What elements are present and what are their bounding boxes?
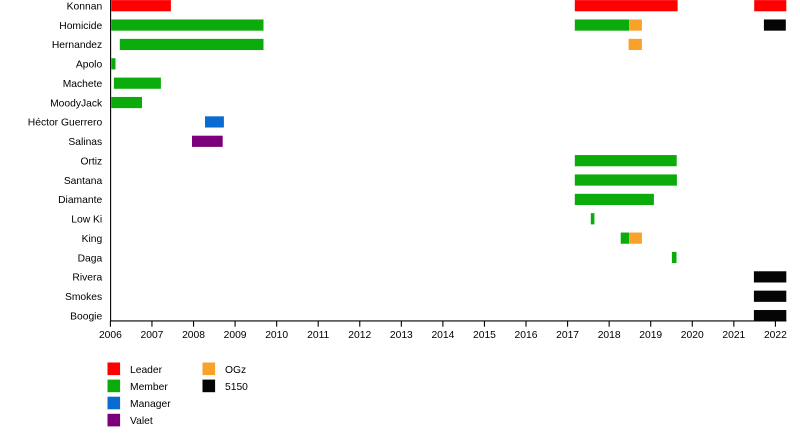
svg-text:2012: 2012 [348, 330, 371, 341]
svg-text:Héctor Guerrero: Héctor Guerrero [28, 118, 103, 129]
svg-text:2010: 2010 [265, 330, 288, 341]
svg-text:Smokes: Smokes [65, 292, 102, 303]
svg-text:2014: 2014 [431, 330, 454, 341]
svg-text:2022: 2022 [764, 330, 787, 341]
svg-text:2021: 2021 [722, 330, 745, 341]
svg-text:Manager: Manager [130, 399, 171, 410]
svg-text:Rivera: Rivera [72, 273, 102, 284]
svg-text:Santana: Santana [64, 176, 103, 187]
svg-text:Hernandez: Hernandez [52, 40, 102, 51]
svg-text:2019: 2019 [639, 330, 662, 341]
svg-text:Valet: Valet [130, 416, 153, 427]
svg-text:MoodyJack: MoodyJack [50, 98, 103, 109]
svg-text:2011: 2011 [307, 330, 329, 341]
svg-text:Homicide: Homicide [59, 21, 102, 32]
svg-text:2017: 2017 [556, 330, 579, 341]
svg-text:OGz: OGz [225, 365, 246, 376]
svg-text:Boogie: Boogie [70, 311, 102, 322]
svg-text:2009: 2009 [224, 330, 247, 341]
svg-text:2015: 2015 [473, 330, 496, 341]
svg-text:Machete: Machete [63, 79, 103, 90]
svg-text:Ortiz: Ortiz [80, 156, 102, 167]
svg-text:2007: 2007 [140, 330, 163, 341]
svg-text:Member: Member [130, 382, 168, 393]
svg-text:5150: 5150 [225, 382, 248, 393]
svg-text:Salinas: Salinas [68, 137, 102, 148]
svg-text:2008: 2008 [182, 330, 205, 341]
svg-text:2013: 2013 [390, 330, 413, 341]
svg-text:Apolo: Apolo [76, 60, 103, 71]
svg-text:Low Ki: Low Ki [71, 215, 102, 226]
svg-text:2020: 2020 [681, 330, 704, 341]
svg-text:Leader: Leader [130, 365, 163, 376]
svg-text:2016: 2016 [515, 330, 538, 341]
svg-text:King: King [82, 234, 103, 245]
svg-text:2006: 2006 [99, 330, 122, 341]
svg-text:2018: 2018 [598, 330, 621, 341]
svg-text:Diamante: Diamante [58, 195, 102, 206]
svg-text:Daga: Daga [78, 253, 103, 264]
svg-text:Konnan: Konnan [67, 2, 103, 13]
